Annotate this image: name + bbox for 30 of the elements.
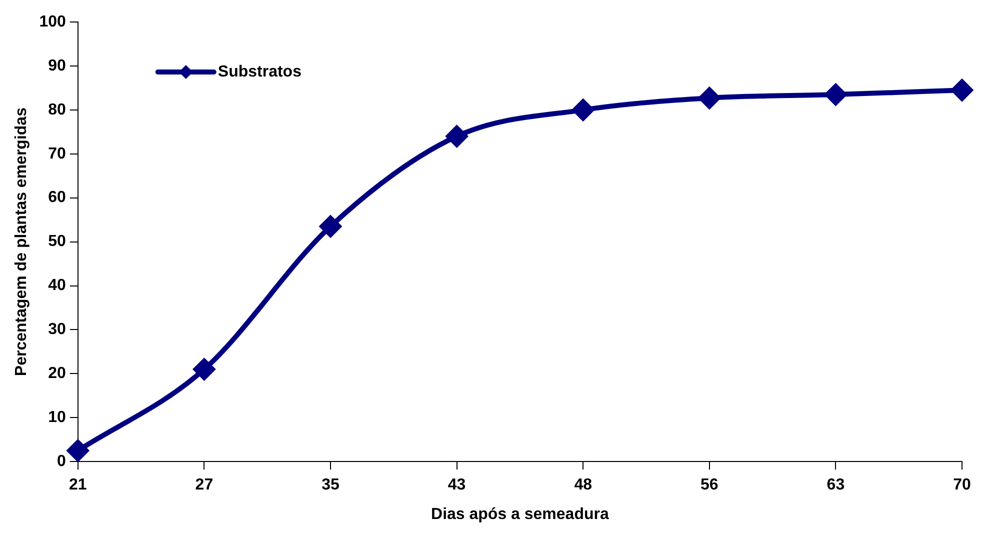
x-tick-label: 35 xyxy=(322,476,340,494)
y-tick-label: 40 xyxy=(48,277,66,294)
point xyxy=(66,439,90,462)
x-tick-label: 43 xyxy=(448,476,466,494)
legend-label: Substratos xyxy=(218,63,302,80)
point xyxy=(698,86,721,110)
point xyxy=(318,214,342,238)
y-tick-label: 50 xyxy=(48,233,66,250)
x-tick-label: 56 xyxy=(700,476,718,494)
y-tick-label: 80 xyxy=(48,101,66,118)
y-tick-label: 0 xyxy=(56,453,66,470)
point xyxy=(824,83,848,106)
point xyxy=(192,358,216,381)
y-tick-label: 10 xyxy=(48,409,66,426)
y-tick-label: 70 xyxy=(48,145,66,162)
x-tick-label: 21 xyxy=(68,476,87,494)
y-axis-title: Percentagem de plantas emergidas xyxy=(13,107,30,376)
y-tick-label: 20 xyxy=(48,365,66,382)
y-tick-label: 30 xyxy=(48,321,66,338)
y-tick-label: 90 xyxy=(48,57,66,74)
y-tick-label: 60 xyxy=(48,189,66,206)
x-tick-label: 70 xyxy=(953,476,971,494)
y-tick-label: 100 xyxy=(39,13,66,30)
x-tick-label: 48 xyxy=(574,476,592,494)
point xyxy=(445,124,468,148)
point xyxy=(572,98,595,122)
x-axis-title: Dias após a semeadura xyxy=(431,506,609,523)
x-tick-label: 27 xyxy=(195,476,214,494)
x-tick-label: 63 xyxy=(826,476,845,494)
point xyxy=(950,78,974,102)
